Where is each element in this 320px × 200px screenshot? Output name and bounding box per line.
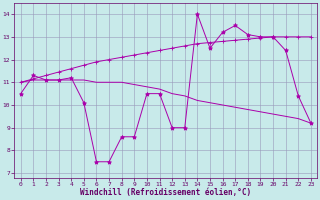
X-axis label: Windchill (Refroidissement éolien,°C): Windchill (Refroidissement éolien,°C) [80, 188, 252, 197]
